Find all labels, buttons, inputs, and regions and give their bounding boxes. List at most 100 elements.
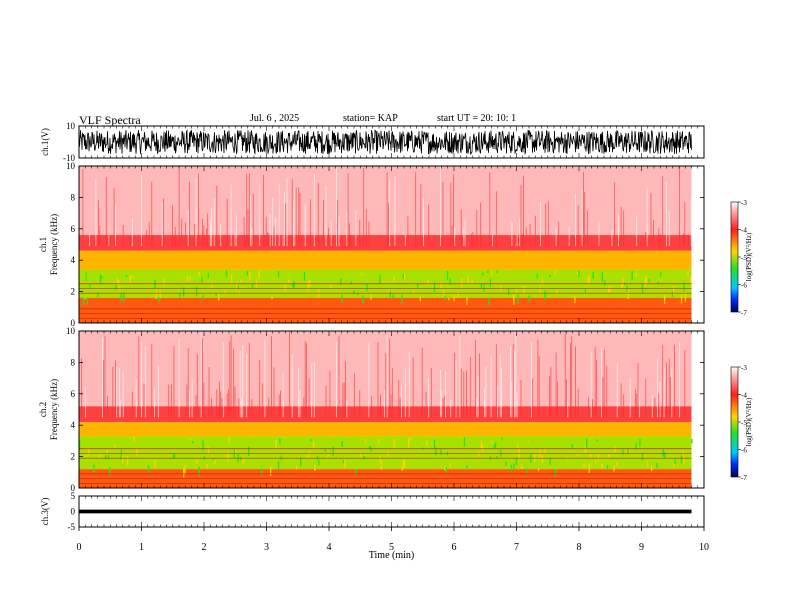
x-tick-label: 1 [139, 542, 144, 553]
ch1-spectrogram-speckle [488, 297, 490, 306]
ch3-waveform-ylabel: ch.3(V) [40, 498, 50, 526]
ch1-spectrogram-speckle [528, 295, 531, 302]
ch1-spectrogram-speckle [211, 282, 213, 288]
ch1-spectrogram-colorbar-tick-label: -3 [741, 199, 747, 207]
ch1-spectrogram-speckle [448, 297, 450, 301]
ch2-spectrogram-speckle [478, 452, 480, 457]
ch2-spectrogram-speckle [444, 466, 446, 471]
ch2-spectrogram-speckle [310, 438, 312, 442]
ch1-spectrogram-speckle [159, 290, 161, 299]
ch2-spectrogram-speckle [521, 464, 523, 469]
ch2-spectrogram-speckle [445, 467, 447, 473]
x-tick-label: 7 [514, 542, 519, 553]
ch1-spectrogram-speckle [123, 292, 125, 303]
ch2-spectrogram-speckle [192, 441, 194, 444]
ch1-spectrogram-speckle [627, 290, 629, 300]
ch1-spectrogram-speckle [574, 295, 576, 304]
chart-title: VLF Spectra [79, 113, 141, 127]
ch2-spectrogram-speckle [627, 448, 629, 454]
ch1-spectrogram-speckle [536, 273, 538, 279]
ch2-spectrogram-speckle [206, 464, 208, 469]
ch1-spectrogram-speckle [341, 294, 343, 303]
ch2-spectrogram-speckle [393, 439, 395, 450]
ch1-spectrogram-speckle [255, 279, 258, 288]
ch2-spectrogram-speckle [526, 467, 528, 474]
ch2-spectrogram-speckle [314, 464, 316, 471]
ch2-spectrogram-speckle [307, 453, 310, 458]
ch2-spectrogram-speckle [88, 448, 90, 456]
ch2-spectrogram-mid-red-band [79, 406, 692, 423]
ch2-spectrogram-speckle [501, 437, 503, 441]
ch1-spectrogram-speckle [482, 272, 484, 276]
ch1-spectrogram-speckle [249, 272, 251, 281]
ch2-spectrogram-speckle [549, 457, 551, 466]
ch1-spectrogram-ytick-label: 6 [71, 224, 76, 234]
ch2-spectrogram-speckle [202, 440, 204, 451]
ch2-spectrogram-colorbar-tick-label: -7 [741, 474, 747, 482]
ch2-spectrogram-speckle [576, 453, 579, 457]
ch2-spectrogram-speckle [370, 446, 372, 452]
ch2-spectrogram-speckle [342, 460, 345, 464]
ch2-spectrogram-speckle [440, 449, 442, 455]
ch1-spectrogram-speckle [556, 290, 558, 295]
ch2-spectrogram-colorbar [730, 366, 739, 478]
ch2-spectrogram-speckle [662, 448, 664, 457]
ch2-spectrogram-speckle [344, 459, 346, 469]
ch2-spectrogram-speckle [380, 460, 382, 470]
ch1-spectrogram-speckle [284, 284, 286, 292]
ch1-spectrogram-speckle [433, 282, 436, 293]
ch2-spectrogram-speckle [275, 439, 277, 449]
x-tick-label: 10 [699, 542, 709, 553]
ch1-spectrogram-speckle [303, 271, 306, 281]
ch2-spectrogram-speckle [534, 454, 536, 461]
ch1-spectrogram-speckle [86, 297, 89, 305]
ch2-spectrogram-speckle [318, 460, 320, 466]
ch1-spectrogram-speckle [118, 280, 120, 286]
ch2-spectrogram-speckle [691, 439, 693, 444]
ch1-spectrogram-speckle [389, 290, 391, 298]
ch2-spectrogram-speckle [363, 455, 365, 460]
ch2-spectrogram-ytick-label: 6 [71, 389, 76, 399]
ch2-spectrogram-speckle [332, 446, 334, 456]
ch2-spectrogram-speckle [622, 449, 624, 455]
ch2-spectrogram-speckle [496, 456, 498, 459]
x-tick-label: 4 [327, 542, 332, 553]
ch1-spectrogram-speckle [215, 293, 217, 297]
ch2-spectrogram-speckle [554, 469, 557, 477]
ch1-spectrogram-speckle [99, 274, 102, 284]
ch1-spectrogram-speckle [353, 290, 355, 295]
ch2-spectrogram-speckle [387, 451, 389, 457]
ch2-spectrogram-speckle [196, 460, 198, 464]
ch1-waveform-panel: 10 -10 ch.1(V) [40, 121, 705, 163]
ch2-spectrogram-speckle [327, 454, 329, 459]
ch2-spectrogram-colorbar-tick-label: -5 [741, 419, 747, 427]
ch2-spectrogram-speckle [136, 447, 138, 456]
ch1-spectrogram-speckle [466, 297, 468, 305]
ch2-spectrogram-speckle [154, 460, 156, 469]
ch1-spectrogram-speckle [292, 283, 294, 288]
ch1-spectrogram-speckle [97, 292, 99, 298]
ch1-spectrogram-speckle [186, 276, 189, 282]
ch2-spectrogram-speckle [601, 463, 603, 469]
ch1-spectrogram-speckle [163, 278, 165, 286]
ch1-spectrogram-speckle [288, 279, 290, 285]
ch1-spectrogram-speckle [392, 294, 394, 299]
ch2-spectrogram-speckle [120, 450, 122, 460]
ch1-spectrogram-speckle [683, 282, 685, 292]
ch1-ytick-label: -10 [63, 153, 75, 163]
ch1-spectrogram-speckle [362, 295, 364, 305]
ch1-spectrogram-speckle [443, 289, 445, 298]
ch1-spectrogram-speckle [404, 273, 406, 281]
ch1-spectrogram-speckle [277, 271, 280, 277]
ch2-spectrogram-speckle [300, 457, 302, 467]
ch1-spectrogram-ytick-label: 8 [71, 192, 76, 202]
ch2-spectrogram-speckle [435, 447, 437, 456]
ch2-spectrogram-speckle [378, 438, 380, 444]
ch2-spectrogram-colorbar-tick-label: -3 [741, 364, 747, 372]
ch2-spectrogram-speckle [105, 455, 107, 460]
ch2-spectrogram-speckle [683, 456, 685, 465]
station-label: station= KAP [343, 113, 398, 124]
ch1-spectrogram-speckle [383, 281, 385, 284]
ch2-spectrogram-channel-label: ch.2 [38, 402, 48, 417]
ch1-spectrogram-speckle [549, 274, 551, 278]
